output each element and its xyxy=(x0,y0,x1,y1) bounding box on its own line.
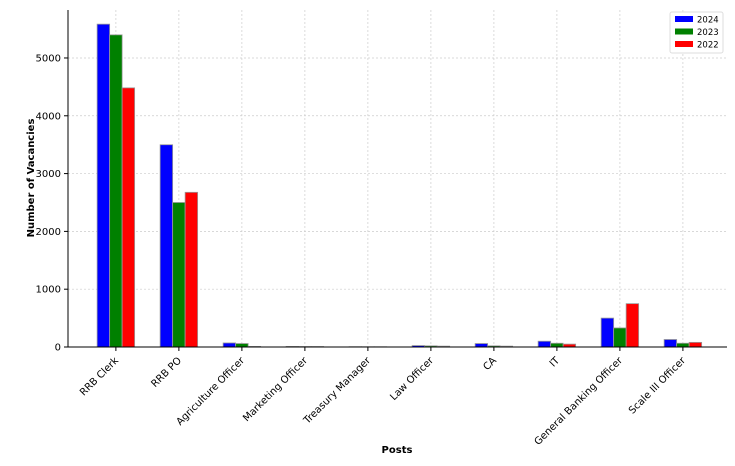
bar-2023 xyxy=(110,35,123,347)
x-tick-label: CA xyxy=(481,355,499,373)
bar-2024 xyxy=(97,24,110,347)
x-tick-label: Law Officer xyxy=(388,355,436,403)
x-tick-label: RRB PO xyxy=(149,355,184,390)
y-tick-label: 1000 xyxy=(36,285,61,296)
bar-2023 xyxy=(614,328,627,347)
bar-2024 xyxy=(664,339,677,347)
x-tick-label: RRB Clerk xyxy=(78,355,121,398)
legend: 2024 2023 2022 xyxy=(670,12,723,53)
y-tick-label: 0 xyxy=(55,343,61,354)
bar-2024 xyxy=(223,343,236,347)
legend-swatch-2022 xyxy=(675,41,693,47)
y-tick-label: 5000 xyxy=(36,53,61,64)
legend-label: 2022 xyxy=(697,41,719,51)
bar-2024 xyxy=(475,344,488,347)
bar-2022 xyxy=(626,304,639,347)
axes: 0 1000 2000 3000 4000 5000 RRB Clerk RRB POAgri… xyxy=(36,10,727,448)
y-tick-label: 4000 xyxy=(36,111,61,122)
bar-2024 xyxy=(160,145,173,347)
bar-2023 xyxy=(236,344,249,347)
bar-2023 xyxy=(677,343,690,347)
y-tick-label: 2000 xyxy=(36,227,61,238)
legend-swatch-2023 xyxy=(675,29,693,35)
x-tick-label: Treasury Manager xyxy=(301,355,373,427)
bar-2024 xyxy=(538,341,551,347)
y-tick-label: 3000 xyxy=(36,169,61,180)
bar-2023 xyxy=(551,343,564,347)
bar-2022 xyxy=(122,88,135,347)
x-axis-label: Posts xyxy=(382,445,413,456)
y-axis-label: Number of Vacancies xyxy=(26,119,37,238)
bar-2023 xyxy=(173,202,186,347)
legend-label: 2024 xyxy=(697,16,719,26)
bars xyxy=(97,24,702,347)
x-tick-label: Scale III Officer xyxy=(627,355,689,417)
x-tick-label: Marketing Officer xyxy=(241,355,310,424)
bar-2022 xyxy=(689,342,702,347)
legend-label: 2023 xyxy=(697,28,719,38)
legend-swatch-2024 xyxy=(675,16,693,22)
x-tick-label: General Banking Officer xyxy=(533,355,626,448)
bar-2024 xyxy=(601,318,614,347)
x-tick-label: Agriculture Officer xyxy=(175,355,248,428)
x-tick-label: IT xyxy=(548,355,563,370)
bar-2022 xyxy=(185,192,198,347)
